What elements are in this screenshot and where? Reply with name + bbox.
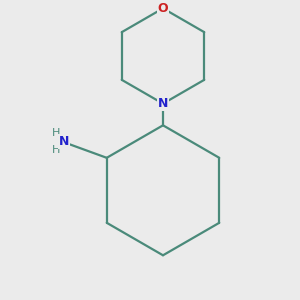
Text: H: H xyxy=(52,145,61,155)
Text: O: O xyxy=(158,2,168,15)
Text: N: N xyxy=(158,97,168,110)
Text: N: N xyxy=(59,135,69,148)
Text: H: H xyxy=(52,128,61,138)
